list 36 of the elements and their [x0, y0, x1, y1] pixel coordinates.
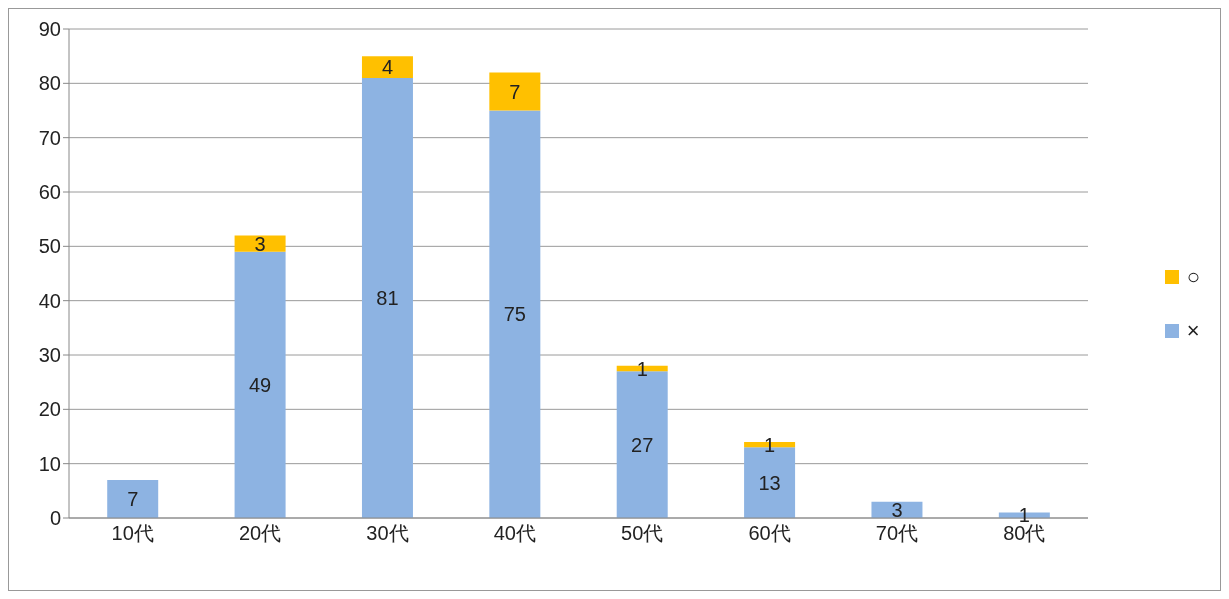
x-tick-label: 70代 [875, 522, 919, 545]
data-label: 7 [127, 488, 139, 511]
y-tick-label: 80 [38, 72, 61, 95]
y-tick-label: 90 [38, 18, 61, 41]
y-tick-label: 30 [38, 344, 61, 367]
x-tick-label: 50代 [621, 522, 664, 545]
data-label: 81 [376, 287, 399, 310]
data-label: 27 [631, 433, 654, 456]
data-label: 13 [758, 471, 781, 494]
y-tick-label: 70 [38, 126, 61, 149]
bar [489, 110, 541, 518]
y-tick-label: 0 [49, 507, 61, 530]
bar [234, 235, 286, 252]
bar [107, 479, 159, 518]
x-tick-label: 20代 [238, 522, 282, 545]
bar [234, 251, 286, 518]
legend-label: × [1186, 318, 1200, 344]
data-label: 49 [248, 373, 272, 396]
data-label: 3 [254, 232, 266, 255]
data-label: 3 [891, 498, 903, 521]
x-tick-label: 40代 [493, 522, 536, 545]
y-tick-label: 60 [38, 181, 61, 204]
x-tick-label: 10代 [111, 522, 154, 545]
data-label: 7 [509, 80, 521, 103]
bar [361, 77, 413, 518]
y-tick-label: 50 [38, 235, 61, 258]
y-tick-label: 40 [38, 289, 61, 312]
x-tick-label: 30代 [366, 522, 409, 545]
bar [489, 72, 541, 111]
x-tick-label: 60代 [748, 522, 791, 545]
y-tick-label: 20 [38, 398, 61, 421]
bar [361, 56, 413, 78]
data-label: 4 [381, 56, 394, 79]
y-tick-label: 10 [38, 452, 61, 475]
data-label: 75 [503, 303, 526, 326]
legend-label: ○ [1186, 264, 1200, 290]
